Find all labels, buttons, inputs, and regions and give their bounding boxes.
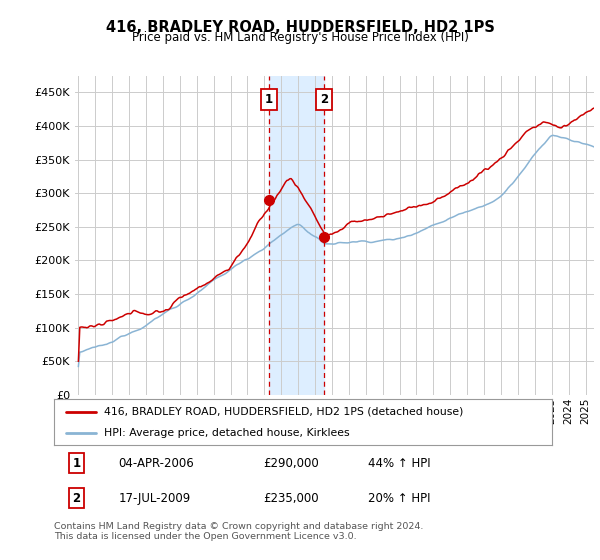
Text: 1: 1 — [73, 457, 80, 470]
Text: 20% ↑ HPI: 20% ↑ HPI — [368, 492, 430, 505]
Text: 04-APR-2006: 04-APR-2006 — [119, 457, 194, 470]
Text: £290,000: £290,000 — [263, 457, 319, 470]
Text: 17-JUL-2009: 17-JUL-2009 — [119, 492, 191, 505]
Text: 416, BRADLEY ROAD, HUDDERSFIELD, HD2 1PS: 416, BRADLEY ROAD, HUDDERSFIELD, HD2 1PS — [106, 20, 494, 35]
Text: Price paid vs. HM Land Registry's House Price Index (HPI): Price paid vs. HM Land Registry's House … — [131, 31, 469, 44]
Text: 416, BRADLEY ROAD, HUDDERSFIELD, HD2 1PS (detached house): 416, BRADLEY ROAD, HUDDERSFIELD, HD2 1PS… — [104, 407, 463, 417]
Text: 44% ↑ HPI: 44% ↑ HPI — [368, 457, 430, 470]
Text: 2: 2 — [320, 93, 328, 106]
Text: £235,000: £235,000 — [263, 492, 319, 505]
Text: HPI: Average price, detached house, Kirklees: HPI: Average price, detached house, Kirk… — [104, 428, 349, 438]
Bar — [269, 76, 324, 395]
Text: 1: 1 — [265, 93, 273, 106]
Text: 2: 2 — [73, 492, 80, 505]
Text: Contains HM Land Registry data © Crown copyright and database right 2024.
This d: Contains HM Land Registry data © Crown c… — [54, 522, 424, 542]
